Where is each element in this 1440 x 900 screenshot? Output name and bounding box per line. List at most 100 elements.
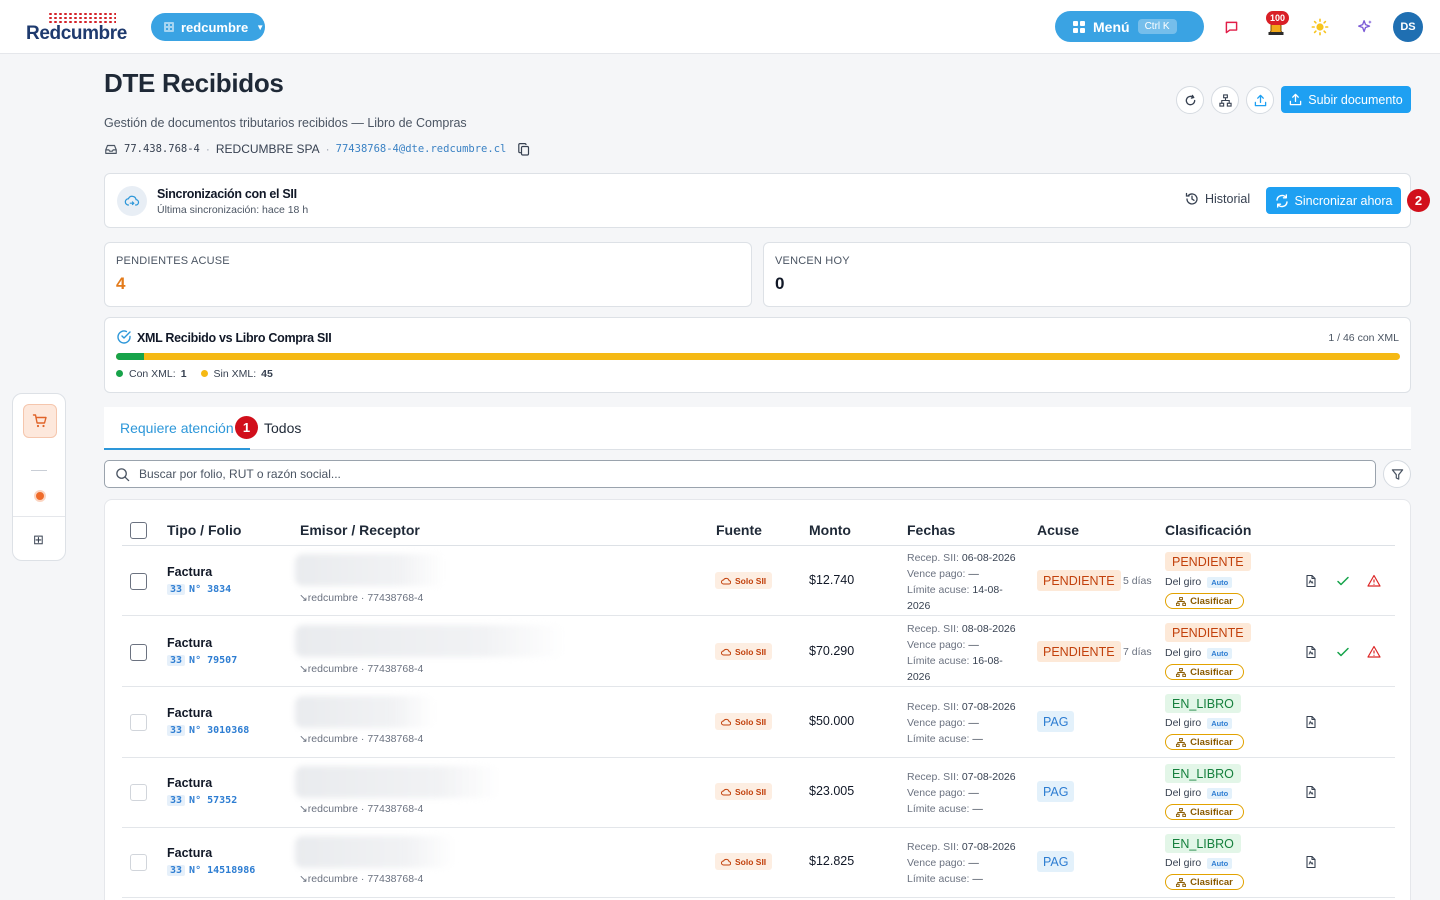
grid-plus-icon[interactable]: ⊞	[33, 532, 44, 547]
table-row[interactable]: Factura 33 N° 79507 ↘redcumbre · 77438768…	[122, 617, 1395, 687]
claim-warning-icon[interactable]	[1367, 645, 1381, 659]
search-input[interactable]	[139, 467, 1339, 481]
building-icon	[163, 21, 175, 33]
history-button[interactable]: Historial	[1185, 192, 1250, 206]
document-icon[interactable]	[1304, 574, 1318, 588]
sun-icon[interactable]	[1307, 14, 1333, 40]
xml-vs-book-card: XML Recibido vs Libro Compra SII 1 / 46 …	[104, 317, 1411, 393]
payment-due-date: —	[968, 568, 979, 580]
row-checkbox[interactable]	[130, 573, 147, 590]
date-label: Límite acuse:	[907, 873, 970, 885]
company-meta: 77.438.768-4 · REDCUMBRE SPA · 77438768-…	[104, 141, 530, 157]
source-badge: Solo SII	[715, 713, 773, 730]
separator: ·	[205, 142, 210, 156]
company-logo[interactable]: Redcumbre	[26, 12, 136, 44]
hierarchy-button[interactable]	[1211, 86, 1239, 114]
date-label: Vence pago:	[907, 717, 966, 729]
classify-button[interactable]: Clasificar	[1165, 734, 1244, 750]
menu-button[interactable]: Menú Ctrl K	[1055, 11, 1204, 42]
accept-check-icon[interactable]	[1336, 574, 1350, 588]
filter-button[interactable]	[1383, 460, 1411, 488]
folio-number: N° 14518986	[189, 865, 256, 876]
sparkles-icon[interactable]	[1352, 14, 1378, 40]
select-all-checkbox[interactable]	[130, 522, 147, 539]
classify-button[interactable]: Clasificar	[1165, 804, 1244, 820]
logo-dots	[48, 12, 116, 24]
source-badge: Solo SII	[715, 783, 773, 800]
row-checkbox[interactable]	[130, 784, 147, 801]
document-icon[interactable]	[1304, 785, 1318, 799]
sync-now-button[interactable]: Sincronizar ahora	[1266, 187, 1401, 214]
claim-warning-icon[interactable]	[1367, 574, 1381, 588]
user-avatar[interactable]: DS	[1393, 12, 1423, 42]
menu-label: Menú	[1093, 18, 1130, 35]
refresh-button[interactable]	[1176, 86, 1204, 114]
upload-document-button[interactable]: Subir documento	[1281, 86, 1411, 113]
upload-icon	[1289, 93, 1302, 106]
row-checkbox[interactable]	[130, 714, 147, 731]
document-icon[interactable]	[1304, 855, 1318, 869]
search-icon	[115, 467, 130, 482]
hierarchy-icon	[1176, 596, 1187, 606]
xml-progress-fill	[116, 353, 144, 360]
cart-button[interactable]	[23, 404, 57, 438]
company-rut: 77.438.768-4	[124, 143, 200, 155]
date-label: Recep. SII:	[907, 841, 959, 853]
table-row[interactable]: Factura 33 N° 3834 ↘redcumbre · 77438768-…	[122, 546, 1395, 616]
inbox-icon	[104, 142, 118, 156]
doc-code: 33	[167, 865, 186, 876]
legend-label: Con XML:	[129, 368, 176, 380]
dates: Recep. SII: 07-08-2026 Vence pago: — Lím…	[907, 769, 1022, 817]
column-header-fuente[interactable]: Fuente	[716, 522, 762, 538]
date-label: Recep. SII:	[907, 701, 959, 713]
table-row[interactable]: Factura 33 N° 14518986 ↘redcumbre · 77438…	[122, 828, 1395, 898]
status-dot-icon[interactable]	[34, 490, 46, 502]
row-checkbox[interactable]	[130, 644, 147, 661]
column-header-tipo[interactable]: Tipo / Folio	[167, 522, 242, 538]
history-label: Historial	[1205, 192, 1251, 206]
export-button[interactable]	[1246, 86, 1274, 114]
xml-summary: 1 / 46 con XML	[1328, 332, 1399, 344]
business-line: Del giro Auto	[1165, 647, 1233, 659]
tab-requires-attention[interactable]: Requiere atención	[120, 420, 234, 436]
hierarchy-icon	[1176, 737, 1187, 747]
table-row[interactable]: Factura 33 N° 3010368 ↘redcumbre · 774387…	[122, 688, 1395, 758]
amount: $12.740	[809, 573, 855, 587]
classify-button[interactable]: Clasificar	[1165, 874, 1244, 890]
doc-type: Factura	[167, 776, 213, 790]
column-header-clasificacion[interactable]: Clasificación	[1165, 522, 1252, 538]
document-icon[interactable]	[1304, 645, 1318, 659]
column-header-acuse[interactable]: Acuse	[1037, 522, 1080, 538]
auto-badge: Auto	[1207, 857, 1233, 869]
blurred-issuer-name	[295, 766, 500, 798]
date-label: Vence pago:	[907, 639, 966, 651]
document-icon[interactable]	[1304, 715, 1318, 729]
accept-check-icon[interactable]	[1336, 645, 1350, 659]
classify-button[interactable]: Clasificar	[1165, 664, 1244, 680]
reception-date: 07-08-2026	[961, 701, 1016, 713]
blurred-issuer-name	[295, 554, 445, 586]
column-header-fechas[interactable]: Fechas	[907, 522, 956, 538]
tab-all[interactable]: Todos	[264, 420, 302, 436]
classify-label: Clasificar	[1190, 876, 1233, 888]
classify-button[interactable]: Clasificar	[1165, 593, 1244, 609]
chat-icon[interactable]	[1218, 14, 1244, 40]
floating-sidebar: ⊞	[12, 393, 66, 561]
sync-icon	[1275, 193, 1289, 208]
hierarchy-icon	[1176, 667, 1187, 677]
classification-badge: PENDIENTE	[1165, 552, 1251, 571]
organization-selector[interactable]: redcumbre ▼	[151, 13, 265, 41]
cloud-icon	[721, 648, 731, 656]
row-checkbox[interactable]	[130, 854, 147, 871]
table-row[interactable]: Factura 33 N° 57352 ↘redcumbre · 77438768…	[122, 758, 1395, 828]
column-header-emisor[interactable]: Emisor / Receptor	[300, 522, 420, 538]
source-badge: Solo SII	[715, 643, 773, 660]
upload-document-label: Subir documento	[1308, 92, 1403, 107]
cloud-icon	[721, 858, 731, 866]
column-header-monto[interactable]: Monto	[809, 522, 851, 538]
source-label: Solo SII	[735, 716, 767, 727]
dte-email[interactable]: 77438768-4@dte.redcumbre.cl	[335, 143, 507, 155]
date-label: Recep. SII:	[907, 552, 959, 564]
grid-icon	[1073, 20, 1085, 33]
copy-icon[interactable]	[518, 142, 530, 156]
